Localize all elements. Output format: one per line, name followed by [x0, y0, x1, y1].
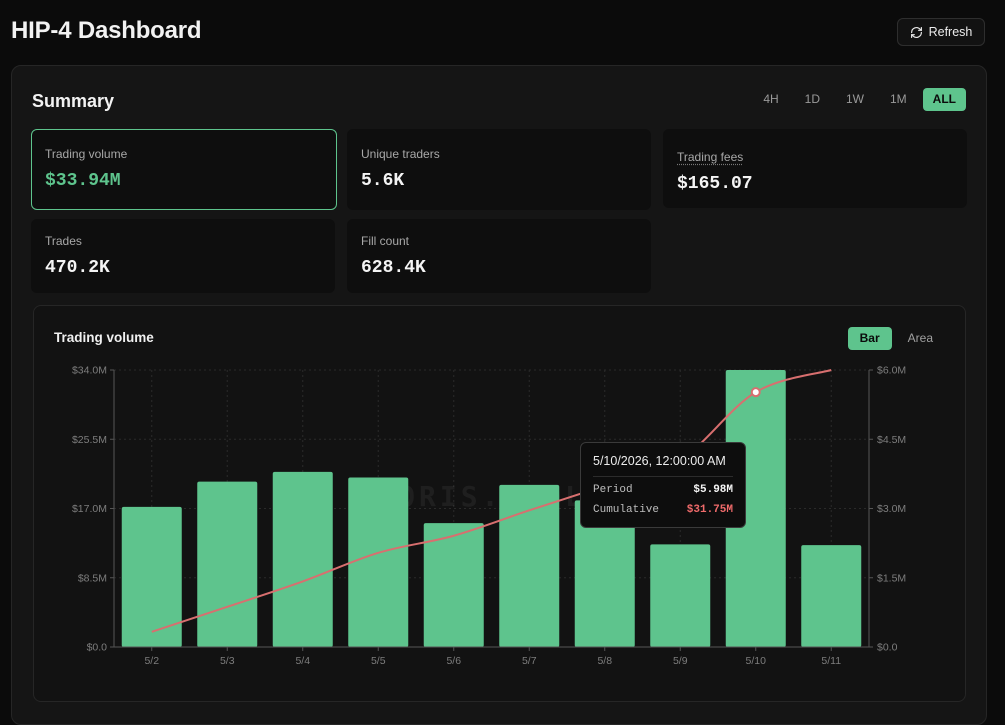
stat-label: Trading volume [45, 147, 128, 161]
bar-5-4 [272, 471, 333, 647]
stat-label: Unique traders [361, 147, 440, 161]
tooltip-cumulative-label: Cumulative [593, 504, 660, 516]
stat-label: Trading fees [677, 150, 744, 164]
y-tick-label-right: $0.0 [877, 642, 898, 654]
x-tick-label: 5/6 [446, 655, 461, 667]
stat-card-fill-count[interactable]: Fill count 628.4K [347, 219, 651, 293]
chart-tooltip: 5/10/2026, 12:00:00 AM Period $5.98M Cum… [580, 442, 746, 528]
trading-volume-chart-card: Trading volume Bar Area $0.0 $8.5M $17.0M $… [33, 305, 966, 702]
range-all[interactable]: ALL [922, 88, 966, 111]
x-tick-label: 5/9 [673, 655, 688, 667]
stat-value: $165.07 [677, 174, 753, 194]
stat-value: $33.94M [45, 171, 121, 191]
stat-value: 470.2K [45, 258, 110, 278]
y-tick-label-right: $4.5M [877, 434, 906, 446]
time-range-selector: 4H 1D 1W 1M ALL [753, 88, 966, 111]
stat-card-trading-fees[interactable]: Trading fees $165.07 [663, 129, 967, 208]
y-tick-label-left: $34.0M [72, 365, 107, 377]
summary-panel: Summary 4H 1D 1W 1M ALL Trading volume $… [11, 65, 987, 725]
x-tick-label: 5/2 [144, 655, 159, 667]
x-tick-label: 5/7 [522, 655, 537, 667]
summary-title: Summary [32, 91, 115, 111]
bar-5-8 [574, 500, 635, 647]
y-tick-label-right: $6.0M [877, 365, 906, 377]
page-title: HIP-4 Dashboard [11, 17, 202, 44]
tooltip-period-row: Period $5.98M [593, 484, 733, 496]
x-tick-label: 5/5 [371, 655, 386, 667]
y-tick-label-right: $1.5M [877, 572, 906, 584]
y-tick-label-left: $8.5M [78, 572, 107, 584]
bar-5-5 [348, 477, 409, 647]
bar-5-7 [499, 484, 560, 647]
refresh-label: Refresh [928, 25, 973, 39]
bar-5-3 [197, 481, 258, 647]
stat-label: Fill count [361, 234, 410, 248]
tooltip-cumulative-row: Cumulative $31.75M [593, 504, 733, 516]
toggle-bar[interactable]: Bar [847, 327, 892, 350]
range-1m[interactable]: 1M [890, 92, 907, 106]
x-tick-label: 5/8 [597, 655, 612, 667]
highlighted-point [750, 387, 761, 398]
tooltip-period-value: $5.98M [693, 484, 733, 496]
x-tick-label: 5/3 [220, 655, 235, 667]
chart-title: Trading volume [54, 330, 154, 345]
bar-5-9 [650, 544, 711, 647]
stat-label: Trades [45, 234, 82, 248]
y-tick-label-left: $25.5M [72, 434, 107, 446]
y-tick-label-right: $3.0M [877, 503, 906, 515]
x-tick-label: 5/4 [295, 655, 310, 667]
stat-value: 628.4K [361, 258, 426, 278]
stat-card-unique-traders[interactable]: Unique traders 5.6K [347, 129, 651, 210]
range-1d[interactable]: 1D [804, 92, 820, 106]
trading-volume-chart[interactable]: $0.0 $8.5M $17.0M $25.5M $34.0M $0.0 $1.5M $3.0… [34, 306, 967, 703]
tooltip-period-label: Period [593, 484, 633, 496]
tooltip-divider [593, 476, 733, 477]
refresh-button[interactable]: Refresh [897, 18, 985, 46]
cumulative-line [151, 369, 832, 633]
range-1w[interactable]: 1W [846, 92, 864, 106]
y-tick-label-left: $0.0 [87, 642, 108, 654]
refresh-icon [910, 26, 922, 38]
x-tick-label: 5/11 [821, 655, 841, 667]
stat-card-trading-volume[interactable]: Trading volume $33.94M [31, 129, 337, 210]
chart-type-toggle: Bar Area [847, 327, 945, 350]
x-tick-label: 5/10 [746, 655, 767, 667]
tooltip-title: 5/10/2026, 12:00:00 AM [593, 454, 726, 468]
bar-5-2 [121, 506, 182, 647]
chart-watermark: LORIS.TOOLS [377, 480, 606, 513]
y-tick-label-left: $17.0M [72, 503, 107, 515]
stat-card-trades[interactable]: Trades 470.2K [31, 219, 335, 293]
tooltip-cumulative-value: $31.75M [686, 504, 733, 516]
bar-5-11 [801, 545, 862, 647]
toggle-area[interactable]: Area [907, 331, 933, 345]
bar-5-10 [725, 370, 786, 647]
bar-5-6 [423, 523, 484, 647]
range-4h[interactable]: 4H [763, 92, 779, 106]
stat-value: 5.6K [361, 171, 405, 191]
